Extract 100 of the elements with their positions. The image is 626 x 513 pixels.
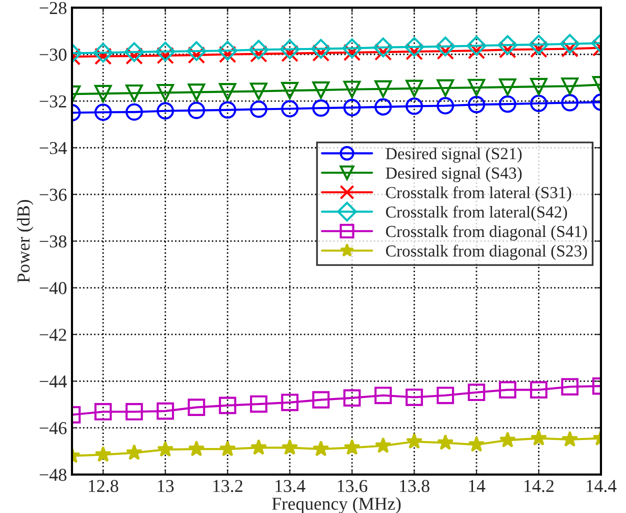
point	[186, 41, 206, 61]
point	[498, 95, 516, 113]
y-tick-label: −42	[40, 328, 66, 341]
point	[530, 430, 548, 446]
y-tick-label: −40	[40, 282, 66, 294]
point	[155, 42, 176, 62]
legend-label: Desired signal (S21)	[386, 148, 522, 163]
legend-label: Crosstalk from lateral(S42)	[386, 206, 567, 222]
point	[126, 403, 143, 420]
y-tick-label: −30	[40, 48, 66, 61]
point	[468, 42, 486, 60]
point	[435, 36, 456, 56]
point	[498, 35, 518, 55]
y-tick-label: −28	[40, 2, 66, 14]
point	[218, 46, 236, 64]
point	[281, 82, 298, 100]
point	[530, 381, 548, 398]
point	[342, 38, 362, 58]
point	[404, 37, 424, 57]
point	[94, 84, 112, 102]
point	[436, 97, 454, 114]
point	[343, 80, 361, 98]
point	[498, 41, 516, 58]
point	[468, 78, 486, 96]
point	[218, 396, 236, 414]
point	[248, 40, 269, 60]
point	[437, 434, 454, 450]
point	[561, 77, 579, 95]
point	[188, 398, 206, 416]
point	[343, 389, 361, 407]
point	[250, 45, 268, 63]
point	[126, 84, 143, 102]
point	[126, 47, 143, 65]
point	[94, 403, 112, 420]
y-tick-label: −32	[40, 95, 66, 108]
x-tick-label: 14.4	[586, 480, 616, 492]
point	[374, 80, 392, 98]
point	[94, 104, 112, 121]
point	[156, 46, 174, 64]
point	[94, 48, 112, 65]
x-tick-label: 14	[469, 480, 486, 492]
point	[373, 37, 394, 58]
point	[156, 102, 174, 120]
point	[562, 430, 578, 447]
point	[406, 80, 423, 98]
point	[218, 40, 238, 61]
legend-label: Crosstalk from lateral (S31)	[386, 186, 572, 202]
point	[561, 40, 579, 58]
legend-label: Desired signal (S43)	[386, 167, 522, 182]
y-tick-label: −38	[40, 235, 66, 248]
y-tick-label: −48	[40, 468, 66, 481]
point	[311, 38, 331, 59]
point	[156, 402, 174, 420]
point	[250, 82, 268, 100]
x-tick-label: 14.2	[524, 480, 554, 492]
point	[188, 46, 206, 64]
point	[498, 78, 516, 96]
y-axis-title: Power (dB)	[16, 200, 34, 282]
point	[468, 436, 485, 452]
point	[560, 34, 580, 54]
point	[157, 440, 174, 457]
point	[436, 42, 454, 60]
x-tick-label: 12.8	[88, 480, 118, 492]
point	[499, 432, 516, 448]
point	[374, 386, 392, 404]
point	[530, 94, 548, 112]
x-tick-label: 13.2	[213, 480, 242, 492]
y-tick-label: −46	[40, 422, 67, 434]
point	[468, 384, 486, 402]
point	[312, 44, 330, 62]
point	[250, 439, 267, 455]
point	[250, 100, 268, 118]
point	[281, 439, 298, 455]
point	[436, 386, 454, 404]
point	[528, 34, 549, 54]
point	[344, 439, 360, 455]
point	[250, 395, 268, 413]
point	[406, 388, 423, 406]
point	[280, 39, 300, 60]
point	[126, 103, 143, 121]
point	[93, 42, 113, 63]
y-tick-label: −44	[40, 376, 67, 388]
point	[374, 437, 392, 454]
point	[126, 444, 143, 460]
x-tick-label: 13.6	[338, 480, 368, 492]
point	[466, 36, 486, 56]
x-tick-label: 13.8	[400, 480, 430, 492]
point	[156, 84, 174, 102]
point	[188, 440, 205, 456]
point	[281, 394, 298, 412]
point	[343, 44, 361, 62]
point	[406, 98, 423, 115]
point	[561, 378, 579, 396]
point	[530, 78, 548, 96]
point	[406, 432, 423, 449]
point	[374, 98, 392, 116]
legend-label: Crosstalk from diagonal (S41)	[386, 225, 587, 241]
point	[436, 79, 454, 97]
point	[218, 101, 236, 119]
point	[188, 84, 206, 101]
